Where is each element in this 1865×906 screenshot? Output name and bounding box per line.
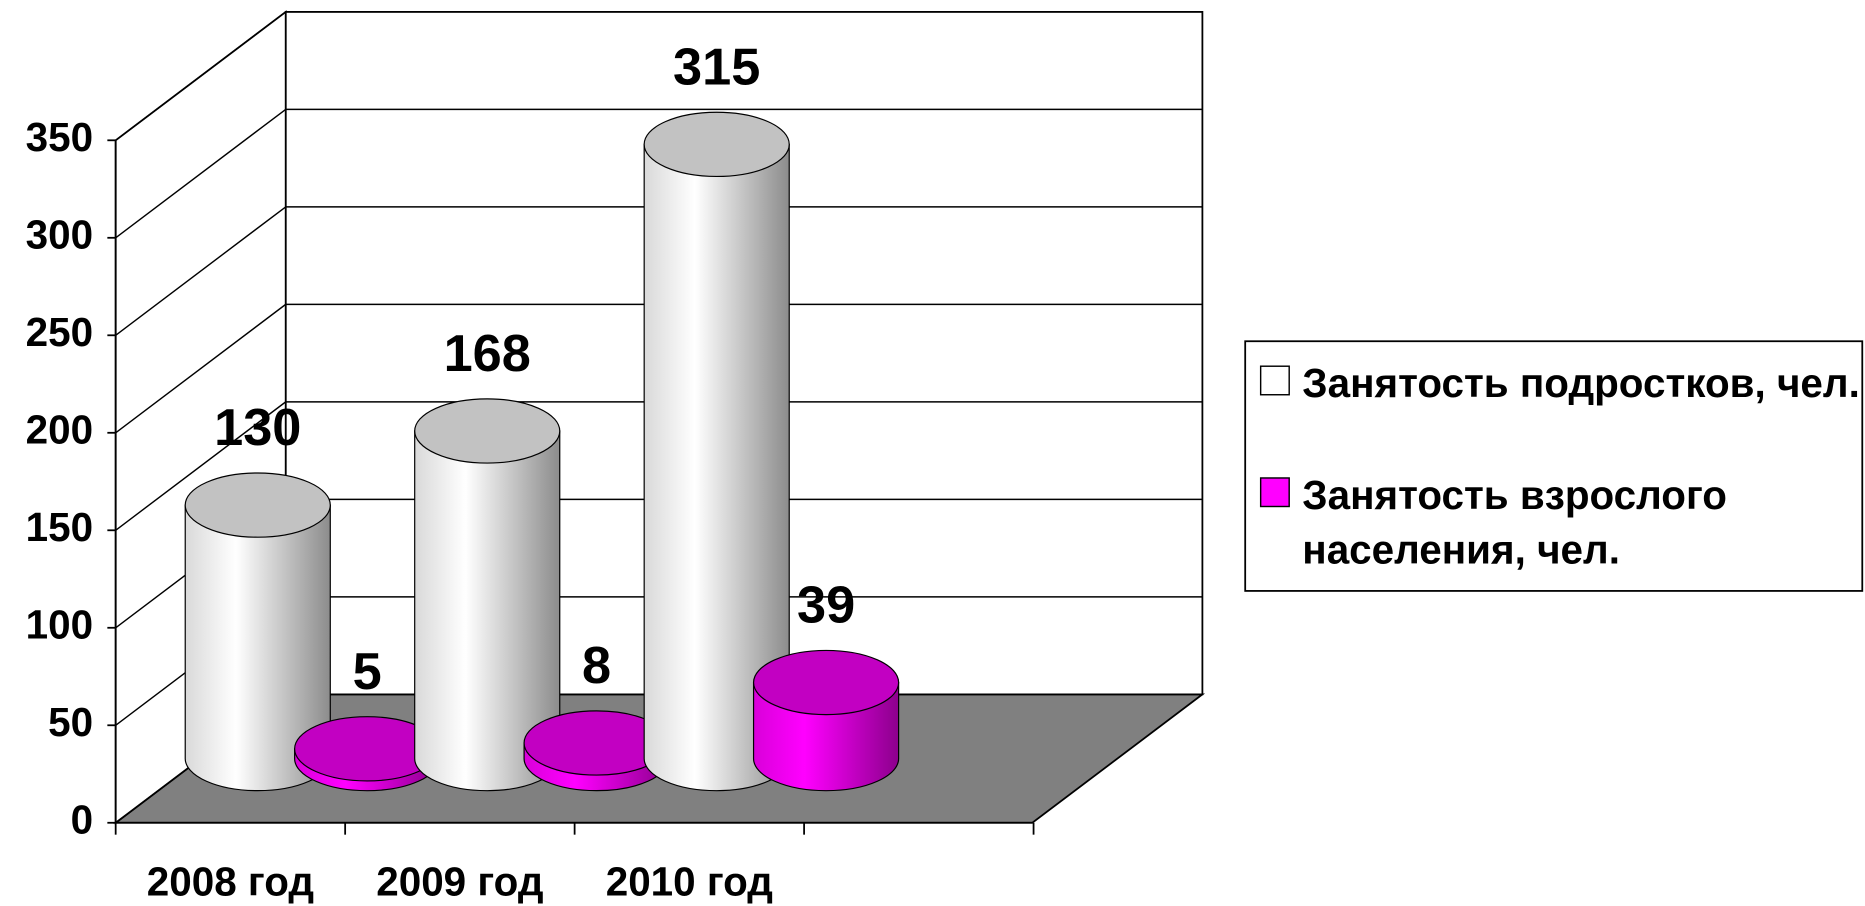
x-tick-label: 2010 год <box>606 858 773 904</box>
grid-line <box>115 108 287 239</box>
legend-label: Занятость подростков, чел. <box>1302 361 1860 407</box>
grid-line <box>115 11 287 141</box>
data-label: 5 <box>353 643 382 701</box>
y-tick-label: 200 <box>26 406 93 452</box>
legend-swatch <box>1259 365 1290 396</box>
legend-label: Занятость взрослого населения, чел. <box>1302 473 1727 574</box>
grid-line <box>115 303 287 434</box>
bar-top <box>752 649 900 716</box>
y-tick-label: 100 <box>26 601 93 647</box>
x-tick-label: 2008 год <box>147 858 314 904</box>
legend-entry: Занятость взрослого населения, чел. <box>1302 473 1727 574</box>
legend-box <box>1244 340 1864 592</box>
data-label: 168 <box>444 325 531 383</box>
y-tick-label: 50 <box>48 699 93 745</box>
x-tick-label: 2009 год <box>376 858 543 904</box>
y-tick-label: 300 <box>26 211 93 257</box>
y-tick-label: 150 <box>26 504 93 550</box>
data-label: 130 <box>214 399 301 457</box>
bar-top <box>643 111 790 178</box>
legend-entry: Занятость подростков, чел. <box>1302 361 1860 407</box>
grid-line <box>115 401 287 531</box>
y-tick-label: 350 <box>26 114 93 160</box>
bar-top <box>414 398 561 464</box>
y-tick-label: 250 <box>26 309 93 355</box>
data-label: 315 <box>673 38 760 96</box>
bar-top <box>184 472 331 538</box>
data-label: 39 <box>797 577 855 635</box>
legend-swatch <box>1259 477 1290 508</box>
y-tick-label: 0 <box>71 796 93 842</box>
grid-line <box>115 206 287 336</box>
data-label: 8 <box>582 637 611 695</box>
